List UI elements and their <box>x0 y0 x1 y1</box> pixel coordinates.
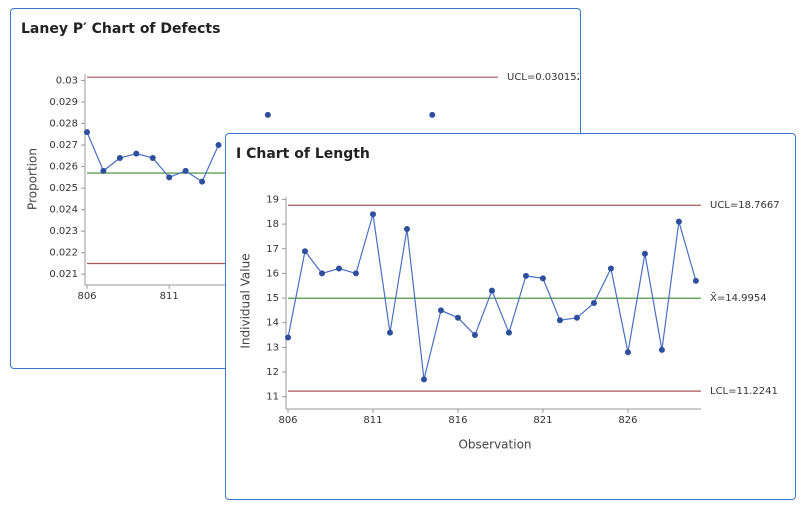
control-limit-label: UCL=0.030152 <box>507 72 579 83</box>
data-point <box>149 154 156 161</box>
y-tick-label: 0.029 <box>49 97 78 108</box>
data-point <box>335 265 342 272</box>
data-point <box>403 226 410 233</box>
data-point <box>264 111 271 118</box>
data-point <box>539 275 546 282</box>
x-tick-label: 806 <box>278 415 297 426</box>
y-tick-label: 0.03 <box>56 75 78 86</box>
y-tick-label: 12 <box>266 367 279 378</box>
data-point <box>369 211 376 218</box>
data-point <box>84 129 90 136</box>
data-point <box>488 287 495 294</box>
y-tick-label: 0.027 <box>49 140 78 151</box>
data-point <box>420 376 427 383</box>
data-point <box>386 329 393 336</box>
chart: I Chart of Length Individual Value Observa… <box>236 146 780 452</box>
y-tick-label: 0.021 <box>49 269 78 280</box>
data-point <box>199 178 206 185</box>
data-line <box>287 214 697 380</box>
chart-title: Laney P′ Chart of Defects <box>21 21 220 37</box>
data-point <box>437 307 444 314</box>
data-point <box>215 142 222 149</box>
y-axis-title: Proportion <box>26 148 40 210</box>
data-point <box>675 218 682 225</box>
data-point <box>133 150 140 157</box>
data-point <box>285 334 291 341</box>
y-tick-label: 0.028 <box>49 119 78 130</box>
y-tick-label: 14 <box>266 318 279 329</box>
data-point <box>590 300 597 306</box>
y-tick-label: 17 <box>266 244 279 255</box>
control-limit-label: X̄=14.9954 <box>710 291 767 304</box>
y-tick-label: 18 <box>266 219 279 230</box>
x-tick-label: 811 <box>160 291 179 302</box>
control-limit-label: UCL=18.7667 <box>710 200 780 211</box>
y-tick-label: 0.025 <box>49 183 78 194</box>
data-point <box>471 332 478 339</box>
x-tick-label: 821 <box>533 415 552 426</box>
chart-panel: I Chart of Length Individual Value Observa… <box>225 133 796 500</box>
y-tick-label: 16 <box>266 268 279 279</box>
data-point <box>658 346 665 353</box>
y-tick-label: 19 <box>266 194 279 205</box>
data-point <box>100 167 107 174</box>
data-point <box>301 248 308 255</box>
chart-title: I Chart of Length <box>236 146 370 162</box>
data-point <box>318 270 325 277</box>
y-tick-label: 11 <box>266 392 279 403</box>
x-tick-label: 826 <box>618 415 637 426</box>
y-axis-title: Individual Value <box>239 253 253 348</box>
data-point <box>692 277 699 284</box>
x-tick-label: 816 <box>448 415 467 426</box>
y-tick-label: 0.022 <box>49 248 78 259</box>
data-point <box>607 265 614 272</box>
control-limit-label: LCL=11.2241 <box>710 386 778 397</box>
data-point <box>182 167 189 174</box>
data-point <box>641 250 648 257</box>
y-tick-label: 0.024 <box>49 205 78 216</box>
data-point <box>429 111 436 118</box>
data-point <box>624 349 631 356</box>
y-tick-label: 0.026 <box>49 162 78 173</box>
x-tick-label: 806 <box>77 291 96 302</box>
data-point <box>116 154 123 161</box>
data-point <box>573 314 580 321</box>
data-point <box>166 174 173 181</box>
data-point <box>352 270 359 277</box>
x-tick-label: 811 <box>363 415 382 426</box>
y-tick-label: 15 <box>266 293 279 304</box>
data-point <box>454 314 461 321</box>
data-point <box>505 329 512 336</box>
data-point <box>522 272 529 279</box>
x-axis-title: Observation <box>458 438 531 452</box>
y-tick-label: 13 <box>266 342 279 353</box>
y-tick-label: 0.023 <box>49 226 78 237</box>
data-point <box>556 317 563 324</box>
